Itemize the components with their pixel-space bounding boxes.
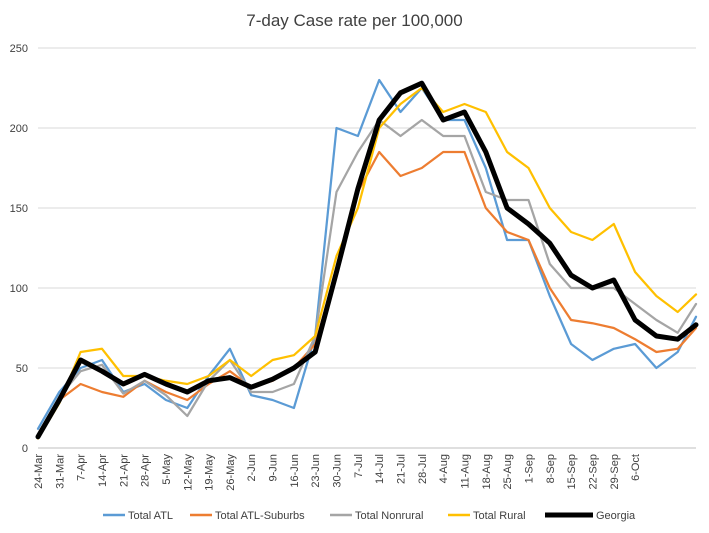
- x-tick-label: 30-Jun: [332, 454, 344, 488]
- y-axis: 0 50 100 150 200 250: [10, 43, 28, 455]
- x-tick-label: 16-Jun: [289, 454, 301, 488]
- chart-title: 7-day Case rate per 100,000: [246, 11, 462, 30]
- x-tick-label: 12-May: [182, 454, 194, 491]
- x-tick-label: 29-Sep: [609, 454, 621, 489]
- x-tick-label: 22-Sep: [587, 454, 599, 489]
- x-tick-label: 21-Jul: [396, 454, 408, 484]
- x-tick-label: 9-Jun: [268, 454, 280, 482]
- x-tick-label: 26-May: [225, 454, 237, 491]
- x-tick-label: 23-Jun: [310, 454, 322, 488]
- series-lines: [35, 78, 699, 440]
- x-tick-label: 5-May: [161, 454, 173, 485]
- y-tick-label: 150: [10, 203, 28, 215]
- x-tick-label: 25-Aug: [502, 454, 514, 489]
- x-tick-label: 6-Oct: [630, 454, 642, 481]
- legend-label: Total ATL-Suburbs: [215, 510, 305, 522]
- legend-label: Total Nonrural: [355, 510, 423, 522]
- x-tick-label: 14-Apr: [97, 454, 109, 487]
- x-tick-label: 7-Jul: [353, 454, 365, 478]
- x-tick-label: 21-Apr: [118, 454, 130, 487]
- x-tick-label: 2-Jun: [246, 454, 258, 482]
- series-line-total-atl-suburbs: [36, 150, 698, 437]
- x-tick-label: 14-Jul: [374, 454, 386, 484]
- y-tick-label: 250: [10, 43, 28, 55]
- legend-label: Total ATL: [128, 510, 173, 522]
- legend-label: Georgia: [596, 510, 636, 522]
- gridlines: [38, 47, 696, 369]
- x-tick-label: 8-Sep: [545, 454, 557, 483]
- x-tick-label: 28-Jul: [417, 454, 429, 484]
- x-tick-label: 28-Apr: [140, 454, 152, 487]
- legend-label: Total Rural: [473, 510, 526, 522]
- x-axis: 24-Mar 31-Mar 7-Apr 14-Apr 21-Apr 28-Apr 5-May…: [33, 447, 696, 491]
- x-tick-label: 19-May: [204, 454, 216, 491]
- x-tick-label: 1-Sep: [523, 454, 535, 483]
- x-tick-label: 24-Mar: [33, 454, 45, 489]
- x-tick-label: 18-Aug: [481, 454, 493, 489]
- y-tick-label: 200: [10, 123, 28, 135]
- y-tick-label: 0: [22, 443, 28, 455]
- x-tick-label: 7-Apr: [76, 454, 88, 481]
- x-tick-label: 31-Mar: [54, 454, 66, 489]
- y-tick-label: 50: [16, 363, 28, 375]
- legend: Total ATL Total ATL-Suburbs Total Nonrural…: [103, 510, 636, 522]
- x-tick-label: 4-Aug: [438, 454, 450, 483]
- x-tick-label: 15-Sep: [566, 454, 578, 489]
- x-tick-label: 11-Aug: [459, 454, 471, 489]
- y-tick-label: 100: [10, 283, 28, 295]
- series-line-total-atl: [36, 78, 698, 430]
- series-line-georgia: [35, 80, 699, 440]
